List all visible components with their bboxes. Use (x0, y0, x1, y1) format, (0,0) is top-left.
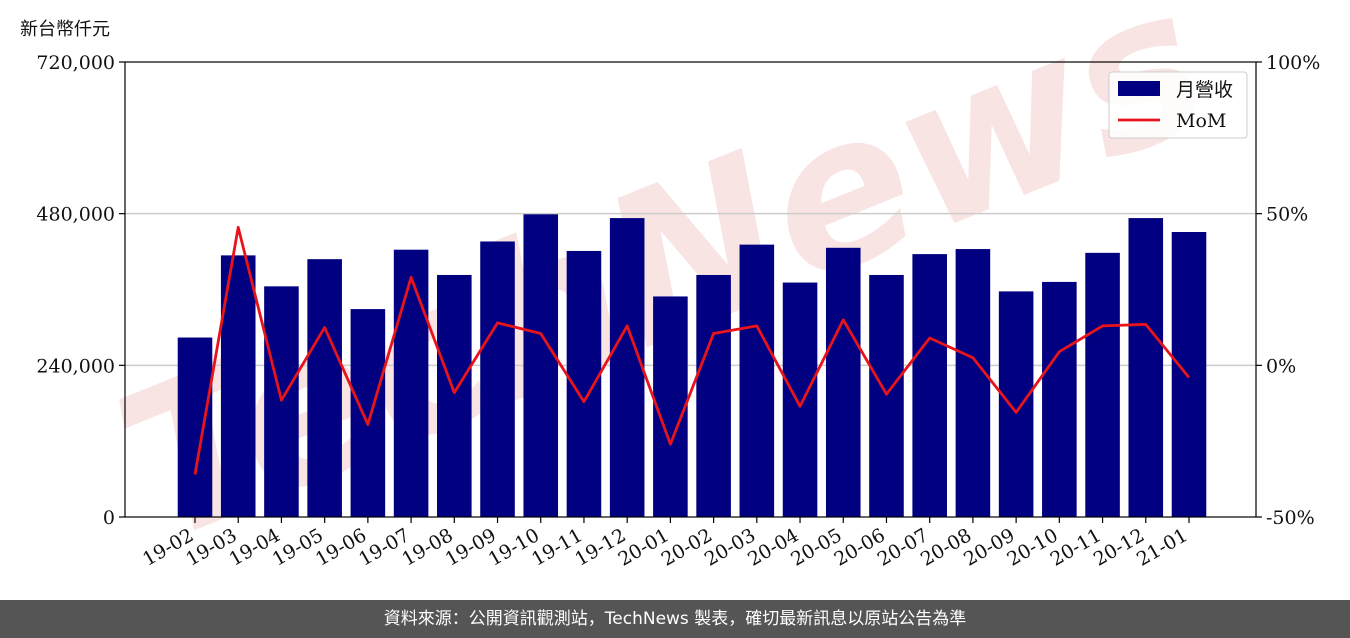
x-tick-label-21-01: 21-01 (1133, 524, 1191, 570)
left-tick-label: 480,000 (36, 204, 115, 226)
bar-19-09 (480, 241, 515, 517)
right-tick-label: -50% (1266, 507, 1315, 529)
y-axis-unit-label: 新台幣仟元 (20, 19, 110, 40)
bar-20-10 (1042, 281, 1077, 517)
legend-label-mom: MoM (1176, 110, 1226, 132)
bar-20-04 (782, 282, 818, 517)
bar-19-05 (307, 259, 342, 517)
bar-19-08 (437, 274, 472, 517)
bar-20-03 (739, 244, 775, 517)
bar-20-06 (869, 274, 904, 517)
left-axis: 0 240,000 480,000 720,000 (36, 52, 125, 529)
bar-19-02 (177, 337, 213, 517)
bar-20-09 (998, 291, 1034, 517)
right-axis: -50% 0% 50% 100% (1256, 52, 1320, 529)
bar-21-01 (1171, 231, 1207, 518)
bar-20-11 (1085, 252, 1120, 517)
bar-19-12 (609, 218, 645, 517)
left-tick-label: 0 (103, 507, 115, 529)
bar-20-08 (955, 249, 991, 518)
left-tick-label: 240,000 (36, 355, 115, 377)
bar-19-10 (523, 214, 559, 517)
footer-source-note: 資料來源：公開資訊觀測站，TechNews 製表，確切最新訊息以原站公告為準 (0, 600, 1350, 638)
right-tick-label: 100% (1266, 52, 1320, 74)
bar-19-04 (264, 286, 299, 517)
bar-20-07 (912, 254, 947, 517)
legend-swatch-bar (1118, 81, 1160, 96)
mom-line (193, 225, 1191, 475)
bar-19-07 (393, 249, 429, 517)
right-tick-label: 50% (1266, 204, 1308, 226)
left-tick-label: 720,000 (36, 52, 115, 74)
legend: 月營收 MoM (1108, 71, 1248, 139)
plot-frame (124, 61, 1257, 518)
legend-label-revenue: 月營收 (1176, 79, 1233, 101)
bar-20-02 (696, 274, 731, 517)
bar-20-01 (653, 296, 688, 517)
mom-line-series (193, 225, 1191, 475)
bar-19-06 (350, 309, 386, 517)
bar-20-12 (1128, 218, 1164, 517)
bar-20-05 (825, 247, 861, 517)
right-tick-label: 0% (1266, 355, 1296, 377)
bar-series (177, 214, 1207, 518)
